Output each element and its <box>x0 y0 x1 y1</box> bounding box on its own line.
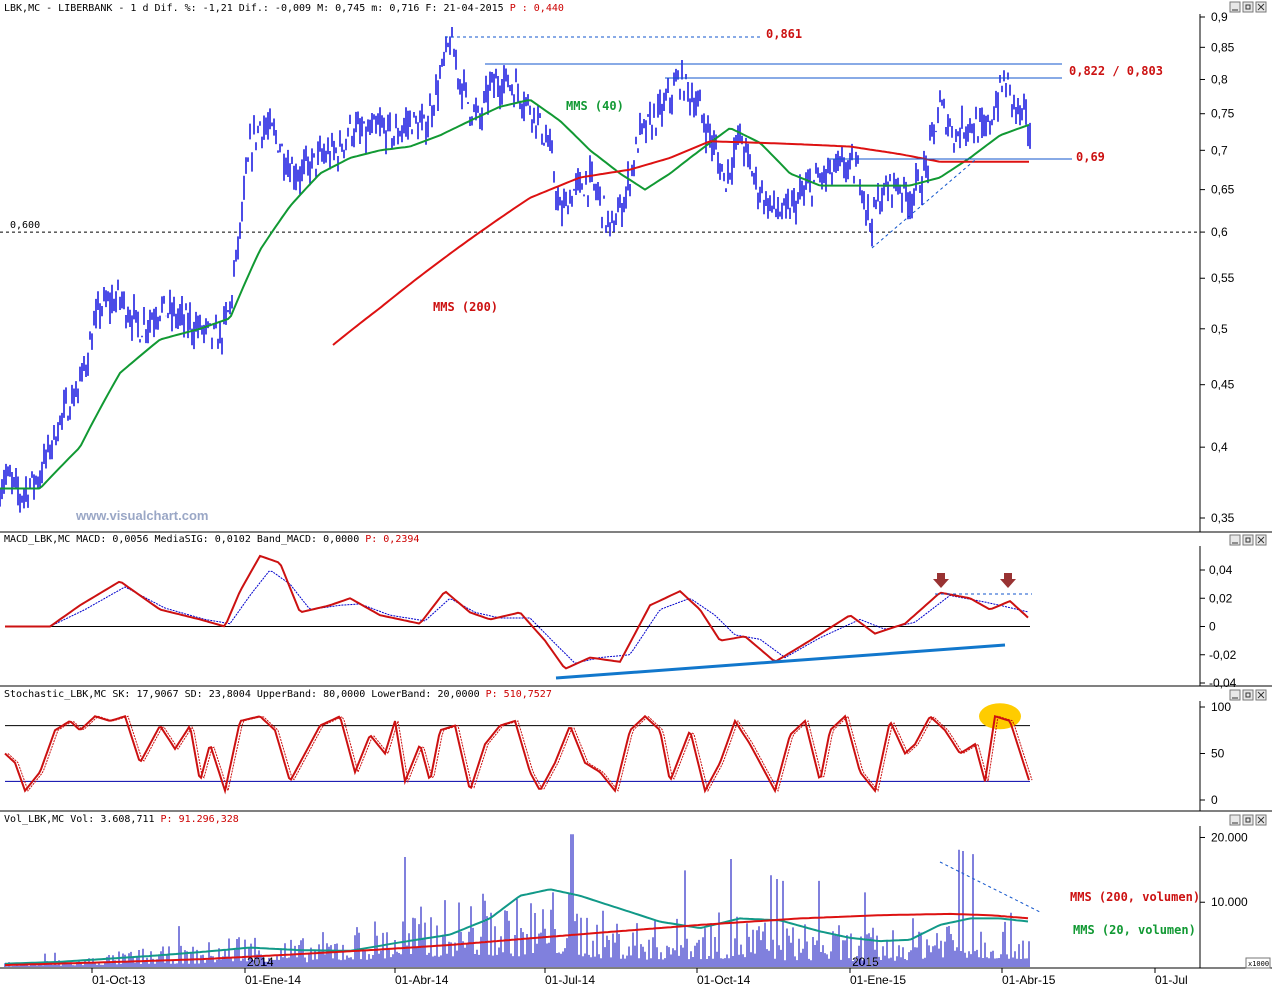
macd-header-value: P: 0,2394 <box>365 534 419 545</box>
price-y-tick-label: 0,9 <box>1211 10 1228 24</box>
stoch-y-ticks: 100 50 0 <box>1200 700 1231 807</box>
price-bars <box>0 27 1031 513</box>
x-axis: 01-Oct-13 01-Ene-14 01-Abr-14 01-Jul-14 01-O… <box>91 955 1188 987</box>
price-y-tick-label: 0,75 <box>1211 107 1235 121</box>
down-arrow-icon <box>1000 573 1016 588</box>
macd-y-tick-label: -0,04 <box>1209 676 1237 690</box>
down-arrow-icon <box>933 573 949 588</box>
volume-mms200-line <box>4 912 1029 967</box>
volume-dashed-trend <box>939 861 1041 913</box>
x-tick-label: 01-Ene-14 <box>245 973 301 987</box>
year-label: 2014 <box>247 955 274 969</box>
price-y-tick-label: 0,45 <box>1211 378 1235 392</box>
price-y-tick-label: 0,7 <box>1211 143 1228 157</box>
multiplier-label: x1000 <box>1248 960 1269 968</box>
price-y-ticks: 0,9 0,85 0,8 0,75 0,7 0,65 0,6 0,55 0,5 0,45 0,4 0,… <box>1200 10 1235 525</box>
price-y-tick-label: 0,65 <box>1211 183 1235 197</box>
label-0822-0803: 0,822 / 0,803 <box>1069 64 1163 78</box>
volume-window-buttons[interactable] <box>1229 814 1267 826</box>
volume-y-tick-label: 10.000 <box>1211 895 1248 909</box>
x-tick-label: 01-Oct-14 <box>697 973 751 987</box>
stochastic-pane: Stochastic_LBK,MC SK: 17,9067 SD: 23,800… <box>0 689 1272 812</box>
price-y-tick-label: 0,35 <box>1211 511 1235 525</box>
label-mms40: MMS (40) <box>566 99 624 113</box>
label-0861: 0,861 <box>766 27 802 41</box>
volume-y-ticks: 20.000 10.000 <box>1200 830 1248 909</box>
stoch-y-tick-label: 0 <box>1211 793 1218 807</box>
price-y-tick-label: 0,5 <box>1211 322 1228 336</box>
stoch-y-tick-label: 50 <box>1211 747 1225 761</box>
label-vol-mms200: MMS (200, volumen) <box>1070 890 1200 904</box>
macd-trend-line <box>555 643 1006 680</box>
x-tick-label: 01-Jul <box>1155 973 1188 987</box>
uptrend-dashed-line <box>871 159 976 249</box>
macd-y-tick-label: 0,04 <box>1209 563 1233 577</box>
macd-line <box>5 554 1029 670</box>
price-header: LBK,MC - LIBERBANK - 1 d Dif. %: -1,21 D… <box>4 3 564 14</box>
macd-header: MACD_LBK,MC MACD: 0,0056 MediaSIG: 0,010… <box>4 534 419 545</box>
year-label: 2015 <box>852 955 879 969</box>
price-y-tick-label: 0,6 <box>1211 225 1228 239</box>
mms200-line <box>332 140 1029 346</box>
price-bar-series <box>0 27 1031 513</box>
price-y-tick-label: 0,4 <box>1211 440 1228 454</box>
stoch-header-value: P: 510,7527 <box>486 689 552 700</box>
price-header-value: P : 0,440 <box>510 3 564 14</box>
volume-y-tick-label: 20.000 <box>1211 830 1248 844</box>
price-pane: LBK,MC - LIBERBANK - 1 d Dif. %: -1,21 D… <box>0 1 1272 533</box>
x-tick-label: 01-Ene-15 <box>850 973 906 987</box>
volume-header-value: P: 91.296,328 <box>161 814 239 825</box>
macd-y-ticks: 0,04 0,02 0 -0,02 -0,04 <box>1200 563 1237 690</box>
price-y-tick-label: 0,8 <box>1211 72 1228 86</box>
label-vol-mms20: MMS (20, volumen) <box>1073 923 1196 937</box>
x-tick-label: 01-Abr-14 <box>395 973 449 987</box>
macd-y-tick-label: -0,02 <box>1209 648 1237 662</box>
volume-header: Vol_LBK,MC Vol: 3.608,711 P: 91.296,328 <box>4 814 239 825</box>
price-window-buttons[interactable] <box>1229 1 1267 13</box>
label-mms200: MMS (200) <box>433 300 498 314</box>
stoch-k-line <box>4 714 1030 795</box>
macd-pane: MACD_LBK,MC MACD: 0,0056 MediaSIG: 0,010… <box>0 534 1272 690</box>
stoch-header-prefix: Stochastic_LBK,MC SK: 17,9067 SD: 23,800… <box>4 689 480 700</box>
macd-y-tick-label: 0,02 <box>1209 591 1233 605</box>
volume-pane: Vol_LBK,MC Vol: 3.608,711 P: 91.296,328 2… <box>0 814 1272 969</box>
stoch-header: Stochastic_LBK,MC SK: 17,9067 SD: 23,800… <box>4 689 552 700</box>
volume-mms20-line <box>4 888 1029 965</box>
mms40-line <box>0 99 1030 490</box>
volume-header-prefix: Vol_LBK,MC Vol: 3.608,711 <box>4 814 155 825</box>
macd-window-buttons[interactable] <box>1229 534 1267 546</box>
price-y-tick-label: 0,55 <box>1211 271 1235 285</box>
label-069: 0,69 <box>1076 150 1105 164</box>
price-header-prefix: LBK,MC - LIBERBANK - 1 d Dif. %: -1,21 D… <box>4 3 504 14</box>
x-tick-label: 01-Jul-14 <box>545 973 595 987</box>
reference-line-label: 0,600 <box>10 220 40 231</box>
macd-header-prefix: MACD_LBK,MC MACD: 0,0056 MediaSIG: 0,010… <box>4 534 359 545</box>
stoch-y-tick-label: 100 <box>1211 700 1231 714</box>
price-y-tick-label: 0,85 <box>1211 40 1235 54</box>
stoch-window-buttons[interactable] <box>1229 689 1267 701</box>
macd-y-tick-label: 0 <box>1209 620 1216 634</box>
x-tick-label: 01-Oct-13 <box>92 973 146 987</box>
x-tick-label: 01-Abr-15 <box>1002 973 1056 987</box>
multiplier-box: x1000 <box>1245 957 1271 969</box>
watermark: www.visualchart.com <box>75 508 208 523</box>
